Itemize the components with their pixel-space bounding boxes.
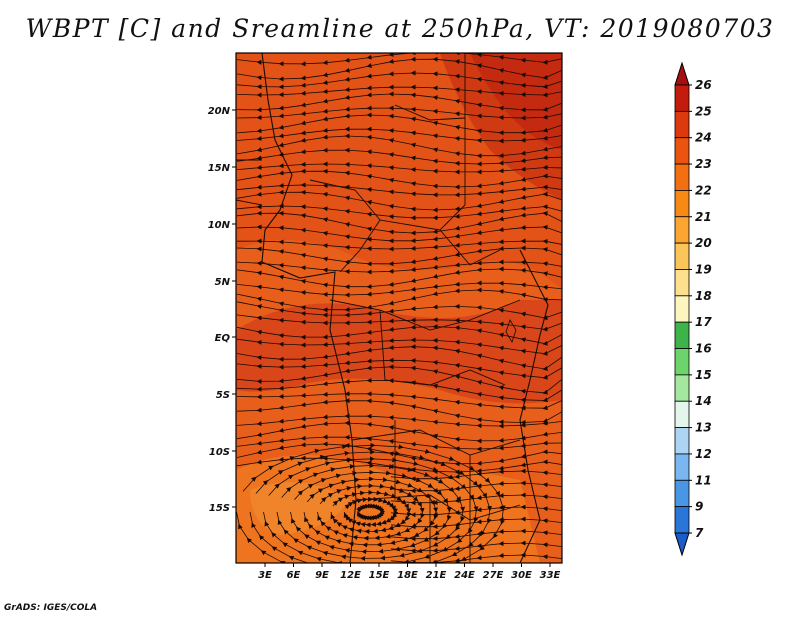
colorbar-label: 14 [695, 394, 712, 408]
streamline [390, 528, 562, 542]
colorbar-label: 17 [695, 315, 712, 329]
colorbar-label: 15 [695, 368, 712, 382]
lat-label: 15S [209, 503, 230, 514]
lat-label: 5S [216, 390, 230, 401]
colorbar-label: 26 [695, 78, 712, 92]
streamline [390, 480, 562, 494]
colorbar-swatch [674, 506, 690, 534]
colorbar-label: 13 [695, 421, 712, 435]
lon-label: 18E [397, 570, 418, 581]
longitude-axis: 3E 6E 9E 12E 15E 18E 21E 24E 27E 30E 33E [258, 563, 561, 581]
streamline [390, 492, 562, 506]
colorbar-swatch [674, 190, 690, 218]
streamline [390, 516, 562, 530]
colorbar-label: 9 [695, 500, 703, 514]
lon-label: 15E [369, 570, 390, 581]
lat-label: 10N [208, 220, 231, 231]
map-frame [235, 52, 563, 564]
lon-label: 27E [483, 570, 504, 581]
colorbar-swatch [674, 427, 690, 455]
colorbar-label: 18 [695, 289, 712, 303]
colorbar-swatch [674, 321, 690, 349]
colorbar-swatch [674, 295, 690, 323]
streamline [236, 301, 562, 321]
map-area [236, 53, 562, 563]
streamline [390, 540, 562, 554]
colorbar-label: 25 [695, 104, 712, 118]
lat-label: 5N [215, 277, 231, 288]
lon-label: 6E [287, 570, 301, 581]
colorbar: 26 25 24 23 22 21 20 19 18 17 16 15 14 13 12 11 9 7 [674, 61, 712, 557]
colorbar-swatch [674, 110, 690, 139]
lake-victoria [505, 319, 517, 343]
lon-label: 33E [540, 570, 561, 581]
colorbar-label: 16 [695, 342, 712, 356]
colorbar-swatch [674, 163, 690, 191]
colorbar-label: 20 [695, 236, 712, 250]
colorbar-label: 7 [695, 526, 704, 540]
streamline [390, 468, 562, 482]
colorbar-label: 22 [695, 183, 712, 197]
colorbar-swatch [674, 137, 690, 165]
coastline-west [261, 53, 357, 563]
colorbar-swatch [674, 84, 690, 112]
country-borders [236, 53, 521, 563]
colorbar-label: 24 [695, 131, 712, 145]
colorbar-swatch [674, 453, 690, 481]
streamlines [236, 53, 562, 563]
colorbar-top-triangle [674, 61, 690, 86]
chart-title: WBPT [C] and Sreamline at 250hPa, VT: 20… [25, 14, 775, 43]
lon-label: 3E [258, 570, 272, 581]
lat-label: 15N [208, 163, 231, 174]
lat-label: 20N [208, 106, 231, 117]
colorbar-swatch [674, 269, 690, 297]
colorbar-label: 12 [695, 447, 712, 461]
streamline [236, 168, 562, 190]
colorbar-swatch [674, 348, 690, 376]
coastline-east [519, 249, 549, 563]
colorbar-swatch [674, 374, 690, 402]
colorbar-label: 11 [695, 473, 712, 487]
latitude-axis: 20N 15N 10N 5N EQ 5S 10S 15S [208, 106, 236, 514]
lon-label: 12E [340, 570, 361, 581]
colorbar-label: 19 [695, 262, 712, 276]
colorbar-swatch [674, 400, 690, 428]
colorbar-label: 21 [695, 210, 712, 224]
streamline [236, 324, 562, 346]
lon-label: 30E [511, 570, 532, 581]
lon-label: 21E [426, 570, 447, 581]
lon-label: 24E [454, 570, 475, 581]
lat-label: 10S [209, 447, 230, 458]
colorbar-bottom-triangle [674, 532, 690, 557]
lat-label: EQ [215, 333, 231, 344]
colorbar-swatch [674, 479, 690, 508]
lon-label: 9E [315, 570, 329, 581]
colorbar-swatch [674, 216, 690, 244]
colorbar-swatch [674, 242, 690, 270]
credit-text: GrADS: IGES/COLA [4, 603, 98, 613]
colorbar-label: 23 [695, 157, 712, 171]
